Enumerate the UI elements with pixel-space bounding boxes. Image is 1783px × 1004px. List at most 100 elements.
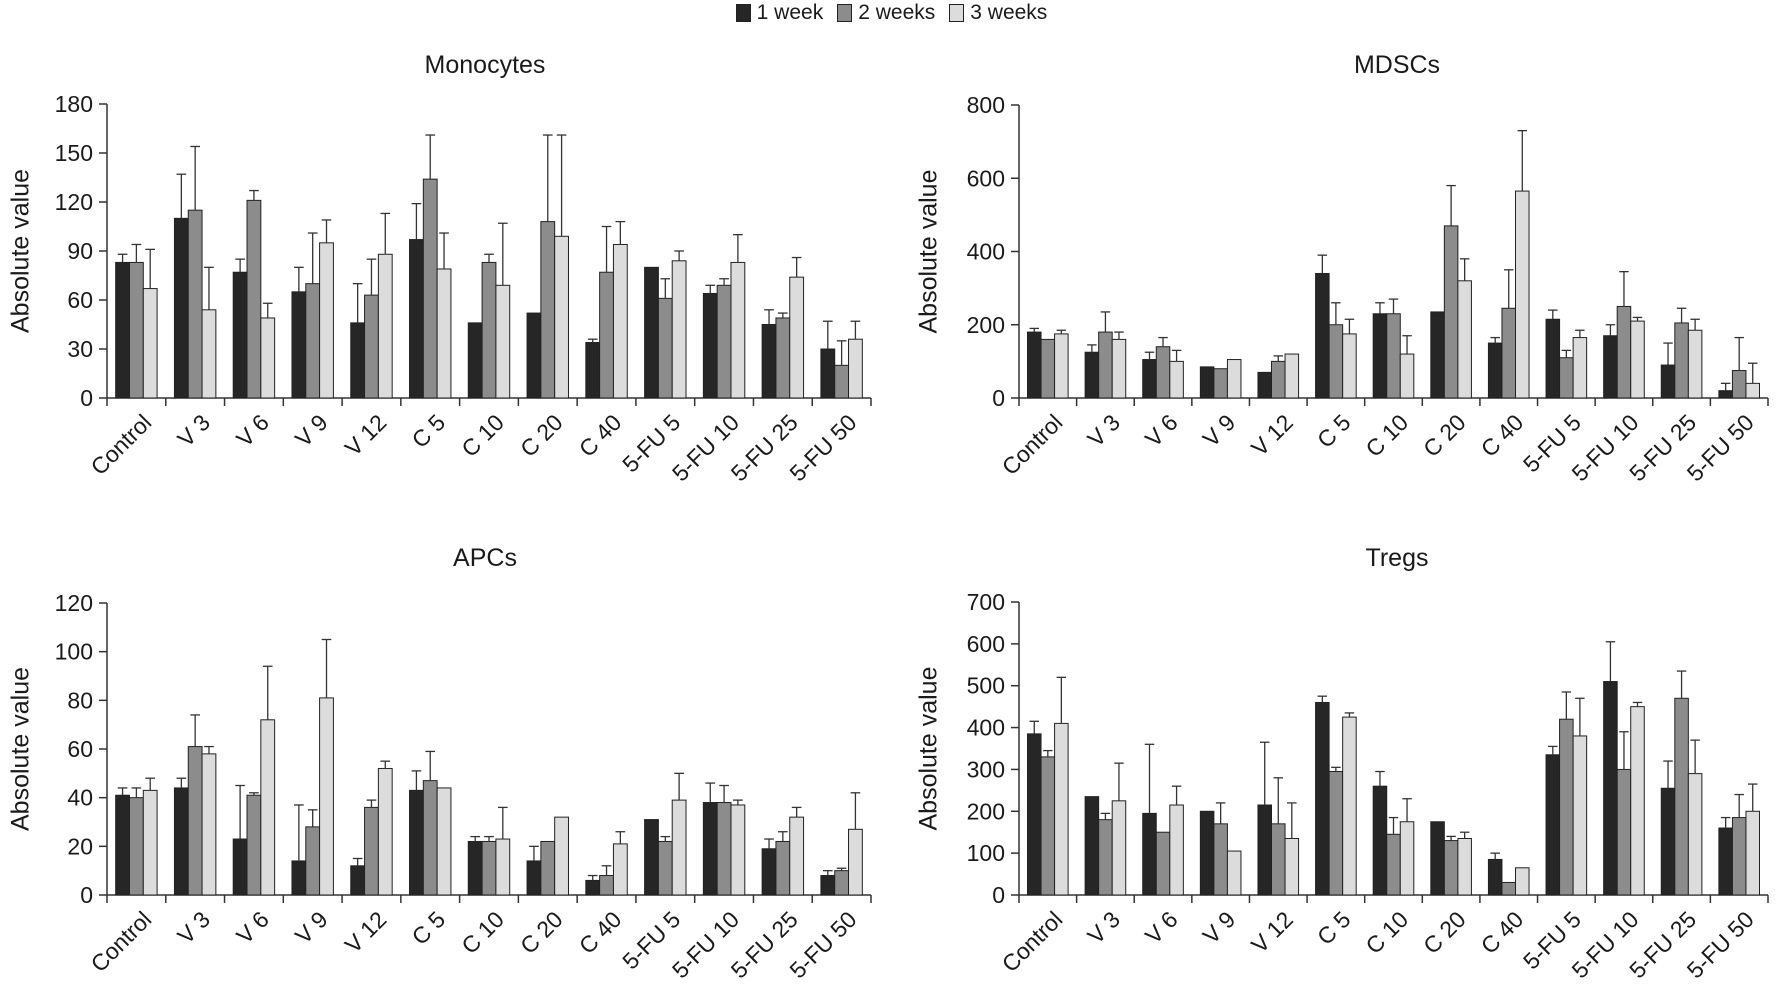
monocytes-bar-v-3-1-week bbox=[173, 217, 189, 399]
apcs-bar-v-9-3-weeks bbox=[319, 697, 334, 896]
mdscs-bar-v-12-2-weeks bbox=[1270, 360, 1286, 399]
mdscs-bar-v-12-3-weeks bbox=[1284, 353, 1300, 399]
tregs-bar-5-fu-10-3-weeks bbox=[1630, 706, 1645, 896]
tregs-bar-v-6-3-weeks bbox=[1169, 804, 1184, 896]
mdscs-bar-c-5-2-weeks bbox=[1328, 324, 1344, 399]
mdscs-bar-v-6-2-weeks bbox=[1155, 346, 1171, 399]
monocytes-bar-v-6-1-week bbox=[232, 271, 248, 399]
mdscs-bar-c-10-1-week bbox=[1372, 313, 1388, 399]
mdscs-bar-5-fu-50-3-weeks bbox=[1745, 382, 1761, 399]
monocytes-bar-v-12-3-weeks bbox=[377, 253, 393, 399]
tregs-y-tick-label: 600 bbox=[967, 631, 1005, 657]
apcs-bar-5-fu-50-3-weeks bbox=[848, 828, 863, 896]
monocytes-bar-c-40-2-weeks bbox=[599, 271, 614, 399]
tregs-category-label: C 20 bbox=[1418, 906, 1471, 959]
tregs-bar-c-40-1-week bbox=[1487, 858, 1503, 896]
monocytes-bar-c-5-2-weeks bbox=[422, 178, 438, 399]
apcs-y-tick-label: 80 bbox=[67, 687, 93, 713]
mdscs-y-tick-label: 200 bbox=[967, 312, 1005, 338]
mdscs-bar-c-5-3-weeks bbox=[1342, 333, 1357, 399]
monocytes-category-label: Control bbox=[86, 409, 157, 480]
mdscs-category-label: C 5 bbox=[1312, 409, 1356, 453]
apcs-bar-c-40-2-weeks bbox=[599, 875, 614, 896]
apcs-bar-v-3-3-weeks bbox=[201, 753, 217, 896]
mdscs-y-tick-label: 400 bbox=[967, 239, 1005, 265]
monocytes-bar-5-fu-5-3-weeks bbox=[671, 260, 687, 399]
mdscs-bar-control-3-weeks bbox=[1054, 333, 1069, 399]
mdscs-bar-5-fu-10-1-week bbox=[1603, 335, 1618, 399]
legend: 1 week 2 weeks 3 weeks bbox=[0, 0, 1783, 26]
apcs-bar-c-40-1-week bbox=[585, 879, 601, 896]
apcs-y-tick-label: 120 bbox=[55, 590, 93, 616]
monocytes-y-tick-label: 120 bbox=[55, 189, 93, 215]
apcs-y-tick-label: 0 bbox=[80, 882, 93, 908]
tregs-bar-v-3-2-weeks bbox=[1098, 819, 1113, 896]
tregs-title: Tregs bbox=[1366, 544, 1429, 572]
tregs-bar-5-fu-5-2-weeks bbox=[1559, 718, 1574, 896]
monocytes-bar-control-1-week bbox=[115, 261, 130, 399]
monocytes-y-tick-label: 150 bbox=[55, 140, 93, 166]
mdscs-y-tick-label: 600 bbox=[967, 165, 1005, 191]
apcs-category-label: V 12 bbox=[340, 906, 392, 958]
mdscs-bar-5-fu-10-3-weeks bbox=[1630, 320, 1645, 399]
mdscs-bar-5-fu-25-2-weeks bbox=[1674, 322, 1689, 399]
apcs-y-tick-label: 60 bbox=[67, 736, 93, 762]
apcs-bar-v-9-1-week bbox=[291, 860, 307, 896]
apcs-category-label: V 3 bbox=[172, 906, 215, 949]
tregs-y-tick-label: 500 bbox=[967, 673, 1005, 699]
tregs-bar-5-fu-10-2-weeks bbox=[1616, 768, 1632, 896]
monocytes-bar-c-20-3-weeks bbox=[554, 235, 569, 399]
apcs-y-tick-label: 40 bbox=[67, 785, 93, 811]
tregs-bar-c-20-3-weeks bbox=[1457, 837, 1472, 896]
monocytes-bar-5-fu-10-1-week bbox=[702, 292, 718, 399]
apcs-bar-v-9-2-weeks bbox=[305, 826, 321, 896]
mdscs-bar-5-fu-50-1-week bbox=[1718, 390, 1733, 399]
monocytes-bar-v-6-2-weeks bbox=[246, 199, 262, 399]
legend-label-3-weeks: 3 weeks bbox=[970, 1, 1048, 24]
apcs-category-label: Control bbox=[86, 906, 157, 977]
apcs-bar-c-5-3-weeks bbox=[436, 787, 452, 896]
monocytes-bar-5-fu-25-2-weeks bbox=[775, 317, 791, 399]
apcs-bar-v-3-1-week bbox=[173, 787, 189, 896]
apcs-bar-5-fu-25-2-weeks bbox=[775, 840, 791, 896]
tregs-bar-v-9-1-week bbox=[1199, 810, 1215, 896]
tregs-bar-v-9-3-weeks bbox=[1226, 850, 1242, 896]
monocytes-category-label: V 12 bbox=[340, 409, 392, 461]
legend-item-3-weeks: 3 weeks bbox=[949, 1, 1047, 25]
apcs-bar-c-5-1-week bbox=[409, 789, 424, 896]
mdscs-bar-control-2-weeks bbox=[1040, 338, 1056, 399]
monocytes-bar-v-12-1-week bbox=[350, 322, 366, 399]
monocytes-bar-5-fu-50-3-weeks bbox=[848, 338, 863, 399]
monocytes-bar-control-2-weeks bbox=[128, 261, 144, 399]
tregs-bar-c-10-1-week bbox=[1372, 785, 1388, 896]
mdscs-category-label: Control bbox=[997, 409, 1068, 480]
monocytes-bar-c-40-3-weeks bbox=[612, 243, 628, 399]
tregs-bar-control-3-weeks bbox=[1054, 722, 1069, 896]
mdscs-bar-5-fu-5-2-weeks bbox=[1559, 357, 1574, 399]
tregs-bar-5-fu-50-1-week bbox=[1718, 827, 1733, 896]
apcs-bar-c-5-2-weeks bbox=[422, 780, 438, 896]
apcs-bar-5-fu-5-1-week bbox=[644, 819, 659, 896]
monocytes-bar-v-3-3-weeks bbox=[201, 309, 217, 399]
legend-swatch-3-weeks bbox=[949, 4, 965, 22]
apcs-category-label: C 40 bbox=[574, 906, 627, 959]
monocytes-bar-v-9-1-week bbox=[291, 291, 307, 399]
monocytes-bar-5-fu-10-3-weeks bbox=[730, 261, 746, 399]
apcs-bar-5-fu-10-3-weeks bbox=[730, 804, 746, 896]
tregs-y-axis-label: Absolute value bbox=[915, 666, 943, 830]
mdscs-category-label: C 40 bbox=[1476, 409, 1529, 462]
monocytes-category-label: V 6 bbox=[231, 409, 274, 452]
tregs-bar-c-10-3-weeks bbox=[1399, 821, 1415, 896]
mdscs-y-axis-label: Absolute value bbox=[915, 169, 943, 333]
monocytes-bar-5-fu-50-1-week bbox=[820, 348, 836, 399]
mdscs-bar-v-9-2-weeks bbox=[1213, 368, 1228, 399]
mdscs-bar-c-20-3-weeks bbox=[1457, 280, 1472, 399]
tregs-bar-5-fu-50-3-weeks bbox=[1745, 810, 1761, 896]
mdscs-bar-c-10-3-weeks bbox=[1399, 353, 1415, 399]
tregs-bar-v-12-2-weeks bbox=[1270, 823, 1286, 896]
apcs-bar-c-10-2-weeks bbox=[481, 840, 497, 896]
mdscs-y-tick-label: 0 bbox=[992, 385, 1005, 411]
tregs-bar-c-5-1-week bbox=[1315, 701, 1330, 896]
tregs-category-label: V 3 bbox=[1082, 906, 1125, 949]
